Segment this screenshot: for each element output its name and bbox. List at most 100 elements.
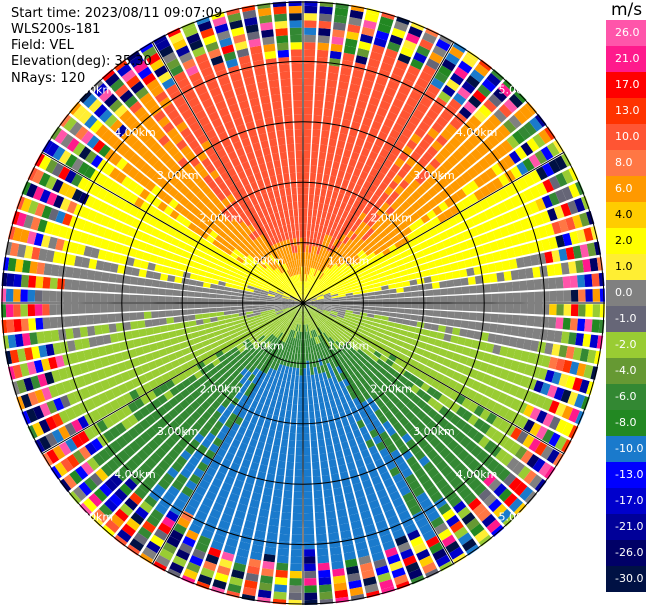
velocity-bin <box>386 169 397 180</box>
velocity-bin <box>188 320 197 327</box>
velocity-bin <box>397 231 406 240</box>
velocity-bin <box>193 127 205 139</box>
velocity-bin <box>313 321 318 329</box>
velocity-bin <box>392 528 406 540</box>
velocity-bin <box>567 200 579 215</box>
velocity-bin <box>227 12 242 23</box>
velocity-bin <box>398 510 411 522</box>
velocity-bin <box>168 420 180 431</box>
velocity-bin <box>366 492 378 503</box>
velocity-bin <box>337 192 345 202</box>
velocity-bin <box>165 436 177 448</box>
velocity-bin <box>274 20 288 29</box>
velocity-bin <box>255 370 263 379</box>
velocity-bin <box>416 410 427 421</box>
velocity-bin <box>356 359 365 368</box>
velocity-bin <box>281 504 292 513</box>
velocity-bin <box>364 110 375 120</box>
velocity-bin <box>268 310 276 314</box>
velocity-bin <box>432 548 447 561</box>
velocity-bin <box>450 414 461 426</box>
velocity-bin <box>355 435 365 445</box>
velocity-bin <box>303 447 311 456</box>
velocity-bin <box>417 315 426 322</box>
velocity-bin <box>332 322 340 329</box>
velocity-bin <box>292 231 296 239</box>
velocity-bin <box>431 282 440 289</box>
velocity-bin <box>355 137 365 148</box>
velocity-bin <box>72 267 81 279</box>
velocity-bin <box>561 405 574 420</box>
velocity-bin <box>274 227 281 236</box>
velocity-bin <box>403 314 412 320</box>
velocity-bin <box>241 403 250 413</box>
velocity-bin <box>362 353 371 361</box>
velocity-bin <box>395 339 405 347</box>
velocity-bin <box>359 170 369 180</box>
velocity-bin <box>323 250 330 258</box>
velocity-bin <box>347 24 361 34</box>
velocity-bin <box>346 230 354 239</box>
velocity-bin <box>317 281 324 288</box>
velocity-bin <box>366 316 374 322</box>
velocity-bin <box>307 290 312 298</box>
velocity-bin <box>153 110 166 123</box>
velocity-bin <box>247 406 256 416</box>
velocity-bin <box>218 488 230 499</box>
velocity-bin <box>306 267 309 275</box>
velocity-bin <box>465 50 480 62</box>
velocity-bin <box>290 418 297 426</box>
velocity-bin <box>441 58 456 72</box>
velocity-bin <box>481 78 497 93</box>
velocity-bin <box>151 311 159 319</box>
velocity-bin <box>454 252 464 262</box>
velocity-bin <box>86 457 100 471</box>
velocity-bin <box>481 513 497 528</box>
velocity-bin <box>303 512 314 521</box>
velocity-bin <box>288 269 293 277</box>
velocity-bin <box>358 283 366 288</box>
velocity-bin <box>513 373 524 386</box>
velocity-bin <box>327 205 334 214</box>
velocity-bin <box>551 249 561 263</box>
velocity-bin <box>29 261 38 274</box>
velocity-bin <box>202 240 212 249</box>
velocity-bin <box>372 259 381 267</box>
velocity-bin <box>214 572 229 583</box>
velocity-bin <box>504 409 516 422</box>
velocity-bin <box>382 540 396 551</box>
velocity-bin <box>285 187 292 196</box>
velocity-bin <box>268 292 276 296</box>
velocity-bin <box>303 92 314 101</box>
velocity-bin <box>377 572 392 583</box>
velocity-bin <box>353 270 361 277</box>
velocity-bin <box>303 469 312 477</box>
velocity-bin <box>395 116 408 127</box>
velocity-bin <box>329 198 337 207</box>
velocity-bin <box>451 224 462 235</box>
velocity-bin <box>385 196 395 206</box>
velocity-bin <box>442 434 454 446</box>
velocity-bin <box>221 358 230 367</box>
velocity-bin <box>227 255 236 263</box>
velocity-bin <box>245 300 253 303</box>
velocity-bin <box>426 386 437 397</box>
velocity-bin <box>350 382 358 391</box>
velocity-bin <box>159 548 174 561</box>
velocity-bin <box>300 310 303 318</box>
velocity-bin <box>238 267 247 274</box>
velocity-bin <box>168 267 177 276</box>
velocity-bin <box>371 222 380 231</box>
velocity-bin <box>195 395 206 406</box>
velocity-bin <box>121 431 134 444</box>
velocity-bin <box>287 278 292 285</box>
velocity-bin <box>260 294 268 298</box>
velocity-bin <box>83 245 93 257</box>
velocity-bin <box>254 285 263 290</box>
velocity-bin <box>348 438 357 448</box>
velocity-bin <box>314 278 319 285</box>
velocity-bin <box>161 516 176 529</box>
velocity-bin <box>419 38 434 51</box>
velocity-bin <box>92 453 106 467</box>
velocity-bin <box>20 289 28 302</box>
